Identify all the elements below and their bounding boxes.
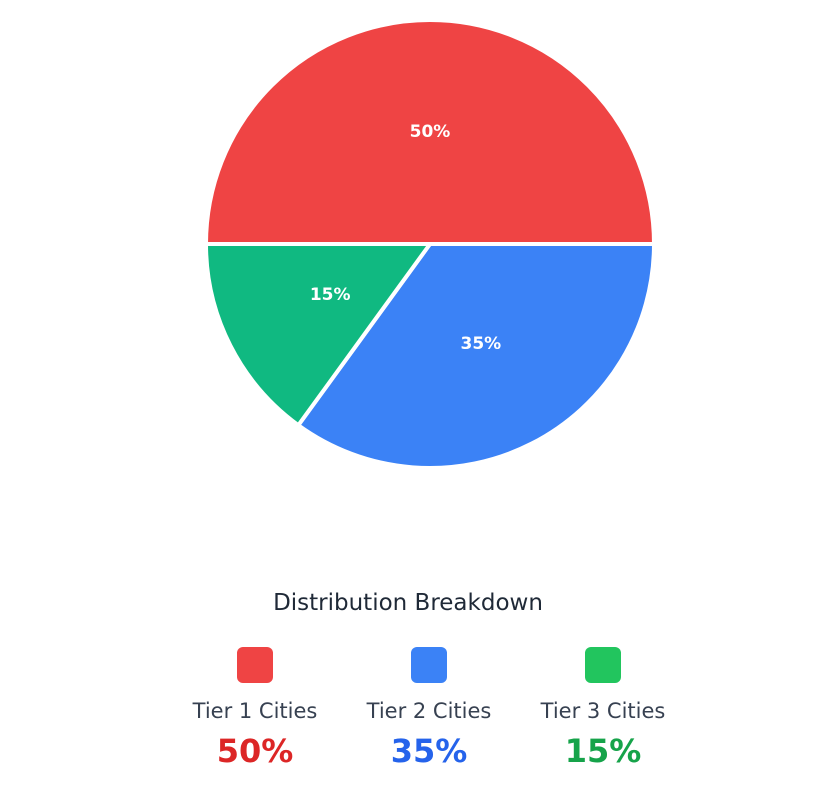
pie-label-tier-3: 15% [310, 285, 351, 305]
pie-label-tier-1: 50% [410, 122, 451, 142]
legend-item-tier-3: Tier 3 Cities 15% [518, 647, 688, 771]
pie-chart: 50% 35% 15% [204, 18, 656, 470]
legend-swatch-tier-2 [411, 647, 447, 683]
breakdown-title: Distribution Breakdown [273, 590, 543, 616]
legend-item-tier-1: Tier 1 Cities 50% [170, 647, 340, 771]
legend-swatch-tier-3 [585, 647, 621, 683]
legend-label-tier-1: Tier 1 Cities [192, 699, 318, 723]
pie-label-tier-2: 35% [460, 334, 501, 354]
pie-slice-tier-1 [204, 18, 656, 246]
legend-value-tier-2: 35% [390, 732, 468, 770]
legend-label-tier-2: Tier 2 Cities [366, 699, 492, 723]
legend-label-tier-3: Tier 3 Cities [540, 699, 666, 723]
legend-value-tier-1: 50% [216, 732, 294, 770]
legend-value-tier-3: 15% [564, 732, 642, 770]
pie-slice-tier-2 [296, 242, 656, 470]
pie-slice-tier-3 [204, 242, 432, 428]
legend-swatch-tier-1 [237, 647, 273, 683]
legend-item-tier-2: Tier 2 Cities 35% [344, 647, 514, 771]
